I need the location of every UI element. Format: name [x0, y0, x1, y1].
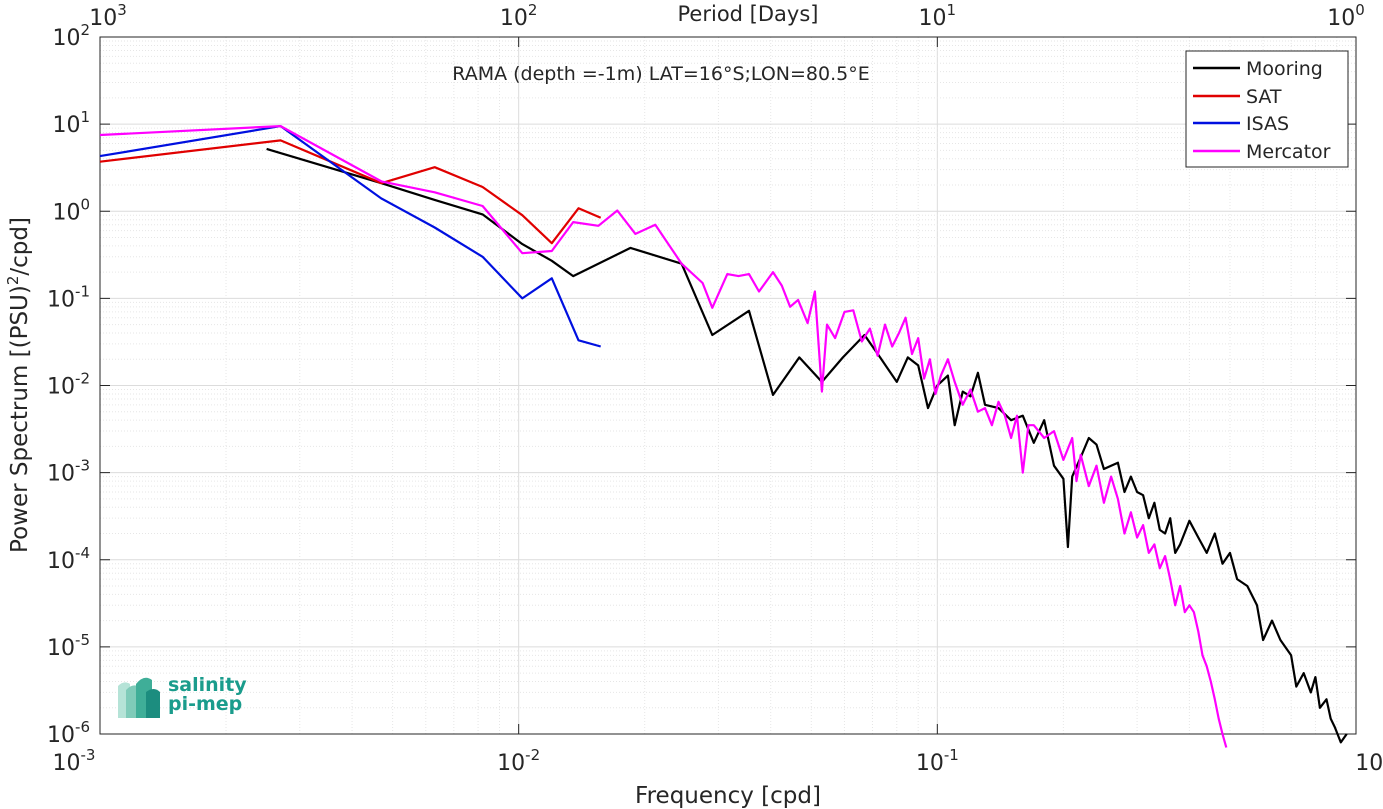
y-tick-label: 102: [52, 21, 90, 51]
x2-tick-label: 100: [1327, 1, 1365, 31]
logo-text: salinity pi-mep: [168, 676, 247, 714]
legend: Mooring SAT ISAS Mercator: [1185, 50, 1349, 168]
legend-label-isas: ISAS: [1246, 113, 1289, 135]
top-axis-label: Period [Days]: [678, 2, 819, 26]
chart-title: RAMA (depth =-1m) LAT=16°S;LON=80.5°E: [452, 63, 869, 85]
y-axis-label: Power Spectrum [(PSU)2/cpd]: [4, 217, 33, 553]
x2-tick-label: 103: [89, 1, 127, 31]
legend-item-isas: ISAS: [1193, 113, 1289, 135]
x2-tick-label: 101: [919, 1, 957, 31]
series-line-mooring: [266, 147, 1348, 744]
grid: [99, 37, 1356, 735]
axis-ticks: [99, 36, 1357, 735]
y-tick-label: 10-1: [47, 282, 90, 312]
y-tick-label: 10-5: [47, 631, 90, 661]
legend-box: [1185, 50, 1349, 168]
salinity-pimep-logo: salinity pi-mep: [116, 672, 256, 722]
series-line-sat: [99, 139, 602, 245]
x-tick-label: 100: [1355, 746, 1383, 776]
y-axis-label-main: Power Spectrum [(PSU): [7, 285, 33, 553]
y-axis-label-tail: /cpd]: [7, 217, 33, 276]
y-tick-label: 100: [52, 195, 90, 225]
x2-tick-label: 102: [500, 1, 538, 31]
x-tick-label: 10-2: [497, 746, 540, 776]
logo-line-1: salinity: [168, 674, 247, 696]
legend-label-sat: SAT: [1246, 86, 1282, 108]
logo-waves-icon: [118, 677, 160, 718]
series-line-mercator: [99, 125, 1228, 748]
y-tick-label: 101: [52, 108, 90, 138]
y-axis-label-sup: 2: [4, 276, 22, 286]
logo-line-2: pi-mep: [168, 693, 243, 715]
x-tick-label: 10-1: [916, 746, 959, 776]
legend-item-sat: SAT: [1193, 86, 1282, 108]
y-tick-label: 10-3: [47, 457, 90, 487]
series-layer: [99, 125, 1348, 748]
legend-item-mercator: Mercator: [1193, 141, 1331, 163]
y-tick-label: 10-2: [47, 370, 90, 400]
y-tick-label: 10-4: [47, 544, 90, 574]
legend-label-mercator: Mercator: [1246, 141, 1331, 163]
legend-item-mooring: Mooring: [1193, 58, 1323, 80]
x-axis-label: Frequency [cpd]: [635, 783, 821, 809]
series-line-isas: [99, 125, 601, 348]
y-tick-label: 10-6: [47, 718, 90, 748]
x-tick-label: 10-3: [53, 746, 96, 776]
legend-label-mooring: Mooring: [1246, 58, 1323, 80]
tick-labels: 10-310-210-110010310210110010210110010-1…: [47, 1, 1383, 776]
